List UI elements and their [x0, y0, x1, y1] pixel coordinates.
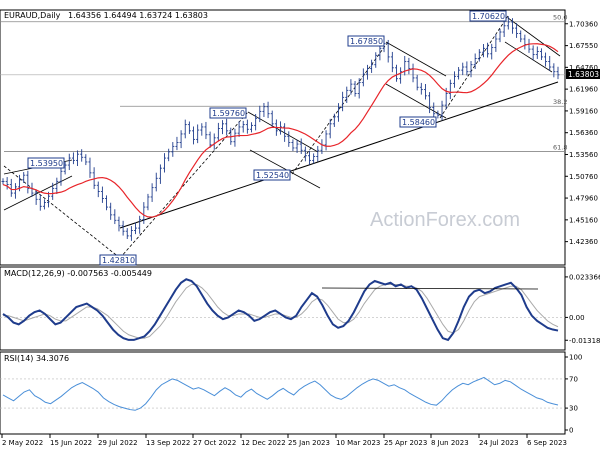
swing-label: 1.42810 — [102, 256, 135, 265]
price-axis: 1.70360 1.67550 1.64760 1.61960 1.59160 1.563… — [565, 20, 598, 246]
price-tick-label: 1.59160 — [569, 107, 598, 115]
macd-tick-label: 0.023366 — [569, 273, 600, 281]
swing-label-box — [253, 169, 291, 181]
macd-resistance-line — [321, 287, 539, 290]
swing-label: 1.70620 — [472, 12, 505, 21]
swing-label: 1.67850 — [350, 37, 383, 46]
rsi-tick-label: 30 — [569, 405, 578, 413]
rsi-tick-label: 100 — [569, 354, 582, 362]
date-tick-label: 25 Jan 2023 — [288, 439, 330, 447]
rsi-line — [2, 376, 559, 411]
price-tick-label: 1.45160 — [569, 216, 598, 224]
swing-label-box — [99, 254, 137, 266]
price-tick-label: 1.56360 — [569, 129, 598, 137]
date-tick-label: 24 Jul 2023 — [479, 439, 519, 447]
swing-label: 1.59760 — [212, 109, 245, 118]
date-tick-label: 13 Sep 2022 — [146, 439, 190, 447]
swing-label: 1.52540 — [256, 171, 289, 180]
macd-line — [2, 278, 559, 342]
rsi-tick-label: 70 — [569, 375, 578, 383]
rsi-panel-frame — [0, 351, 566, 435]
rsi-title: RSI(14) 34.3076 — [4, 354, 69, 363]
price-title: EURAUD,Daily — [4, 11, 61, 20]
channel-lower-q1 — [249, 149, 321, 189]
price-bars — [1, 16, 560, 241]
dashed-leg-2023b — [439, 15, 509, 119]
date-tick-label: 25 Apr 2023 — [384, 439, 427, 447]
rsi-tick-label: 0 — [569, 427, 573, 435]
swing-labels: 1.53950 1.42810 1.59760 1.52540 1.67850 1.584… — [27, 10, 507, 266]
price-tick-label: 1.42360 — [569, 238, 598, 246]
macd-tick-label: -0.013186 — [569, 337, 600, 345]
channel-lower-q3 — [504, 41, 553, 73]
fib-level-label: 50.0 — [553, 14, 567, 22]
ohlc-readout: 1.64356 1.64494 1.63724 1.63803 — [68, 11, 208, 20]
price-tick-label: 1.67550 — [569, 42, 598, 50]
moving-average-line — [2, 43, 559, 218]
last-price-marker — [566, 69, 600, 79]
swing-label: 1.53950 — [30, 159, 63, 168]
channel-lower-q2 — [385, 83, 447, 119]
swing-label: 1.58460 — [402, 118, 435, 127]
price-panel-frame — [0, 9, 566, 266]
price-tick-label: 1.47960 — [569, 195, 598, 203]
fib-level-label: 38.2 — [553, 98, 567, 106]
watermark: ActionForex.com — [370, 209, 520, 231]
date-tick-label: 8 Jun 2023 — [431, 439, 469, 447]
swing-label-box — [469, 10, 507, 22]
date-tick-label: 27 Oct 2022 — [193, 439, 236, 447]
date-tick-label: 2 May 2022 — [2, 439, 43, 447]
date-tick-label: 6 Sep 2023 — [527, 439, 567, 447]
rsi-panel: 100 70 30 0 — [0, 354, 582, 435]
dashed-leg-2022b — [119, 111, 249, 259]
last-price-label: 1.63803 — [568, 70, 599, 79]
price-tick-label: 1.53560 — [569, 151, 598, 159]
date-tick-label: 12 Dec 2022 — [241, 439, 286, 447]
date-tick-label: 29 Jul 2022 — [98, 439, 138, 447]
swing-label-box — [209, 107, 247, 119]
swing-label-box — [399, 116, 437, 128]
price-tick-label: 1.70360 — [569, 20, 598, 28]
fib-level-label: 61.8 — [553, 143, 567, 151]
macd-tick-label: 0.00 — [569, 314, 585, 322]
date-tick-label: 15 Jun 2022 — [50, 439, 92, 447]
price-tick-label: 1.50760 — [569, 173, 598, 181]
channel-upper-q2 — [385, 41, 447, 77]
macd-title: MACD(12,26,9) -0.007563 -0.005449 — [4, 269, 152, 278]
price-tick-label: 1.64760 — [569, 64, 598, 72]
price-tick-label: 1.61960 — [569, 86, 598, 94]
macd-panel: 0.023366 0.00 -0.013186 — [0, 273, 600, 345]
macd-panel-frame — [0, 266, 566, 351]
swing-label-box — [347, 35, 385, 47]
swing-label-box — [27, 157, 65, 169]
main-uptrend-line — [119, 81, 559, 229]
date-axis: 2 May 2022 15 Jun 2022 29 Jul 2022 13 Sep 2… — [1, 434, 567, 447]
date-tick-label: 10 Mar 2023 — [336, 439, 380, 447]
